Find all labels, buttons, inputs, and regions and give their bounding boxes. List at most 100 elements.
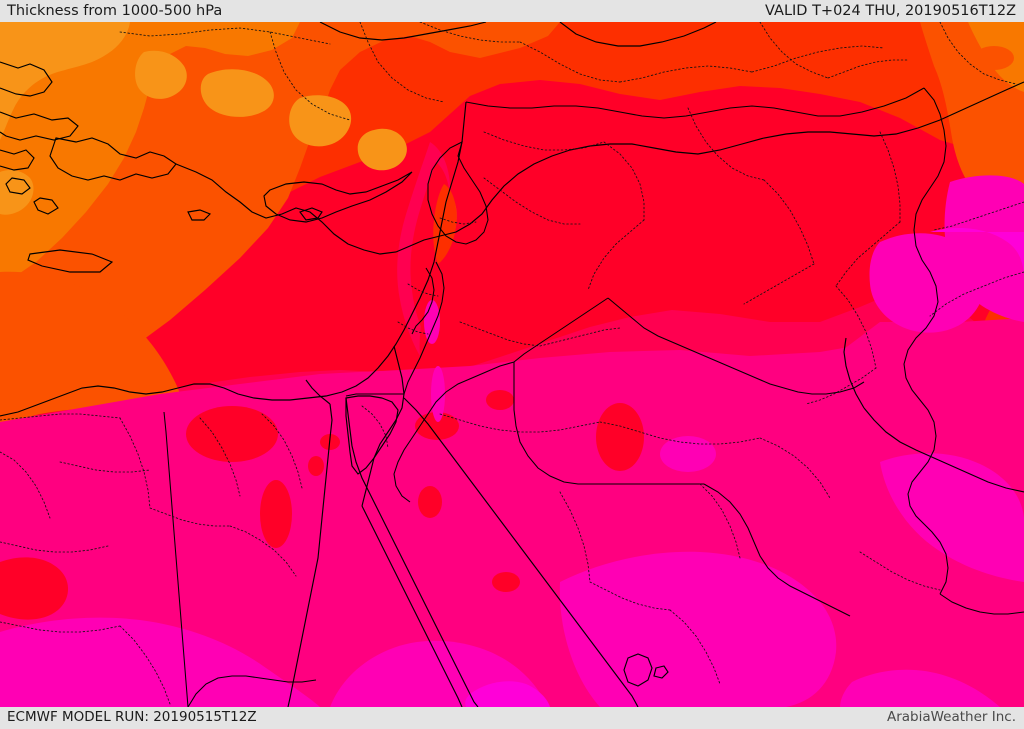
band-violet-magenta-se (930, 228, 1024, 280)
admin-north-coast-a (0, 413, 121, 421)
admin-iraq-a (743, 263, 815, 305)
admin-ne-turkey (759, 22, 829, 79)
coastline-aegean (0, 111, 79, 141)
admin-caucasus (939, 22, 1017, 85)
blob-red-j (492, 572, 520, 592)
border-lebanon-syria (427, 140, 489, 245)
valid-time-label: VALID T+024 THU, 20190516T12Z (765, 2, 1016, 19)
blob-red-b (260, 480, 292, 548)
admin-egypt-h (0, 621, 121, 633)
coastline-arabia-west (403, 397, 639, 707)
admin-saudi-c (759, 437, 831, 499)
admin-turkey-d (419, 22, 521, 43)
coastline-persian-gulf (863, 407, 1024, 493)
border-israel-jordan (403, 261, 445, 395)
coastline-levant (289, 101, 467, 401)
coastline-black-sea-east (559, 22, 717, 47)
admin-saudi-h (859, 551, 941, 591)
island-group-a (5, 177, 31, 195)
coastline-turkey-south (175, 81, 1024, 255)
admin-saudi-a (439, 413, 601, 433)
admin-saudi-d (559, 491, 591, 583)
blob-red-f (415, 412, 459, 440)
admin-iraq-e (805, 367, 877, 405)
island-bahrain-qatar (623, 653, 653, 687)
blob-bright-magenta-c (431, 366, 445, 422)
coastline-greece (0, 61, 53, 97)
border-iraq-iran-south (939, 593, 1024, 615)
island-small-gulf (653, 665, 669, 679)
band-light-orange-c (135, 50, 187, 99)
red-sea-west-coast (361, 505, 463, 707)
border-egypt-libya (163, 411, 189, 707)
border-israel-west-bank (411, 267, 435, 335)
band-bright-magenta-sw (0, 617, 320, 707)
blob-red-h (540, 166, 592, 188)
weather-map-canvas[interactable] (0, 22, 1024, 707)
gulf-of-aqaba (361, 345, 405, 507)
admin-israel-b (397, 321, 429, 335)
border-egypt-israel (345, 393, 404, 397)
blob-red-g (486, 390, 514, 410)
band-orange-lebanon2 (433, 184, 457, 264)
admin-syria-f (763, 179, 815, 265)
band-light-orange-e (289, 95, 352, 147)
admin-egypt-a (119, 417, 151, 509)
admin-sinai-a (361, 405, 389, 449)
coastline-black-sea (319, 22, 487, 41)
admin-iraq-d (835, 285, 877, 369)
band-light-orange-f (357, 128, 407, 171)
border-jordan-iraq-saudi (513, 362, 704, 485)
model-run-label: ECMWF MODEL RUN: 20190515T12Z (7, 709, 257, 726)
admin-iraq-b (879, 131, 901, 223)
island-crete (27, 249, 114, 273)
admin-egypt-i (119, 625, 171, 705)
band-orange (0, 22, 300, 284)
thickness-contour-map (0, 22, 1024, 707)
admin-iraq-g (929, 271, 1024, 317)
border-syria-jordan (513, 297, 609, 363)
coastline-turkey-west (49, 137, 177, 181)
admin-saudi-g (699, 483, 741, 559)
river-nile (287, 403, 333, 707)
persian-gulf-head (843, 337, 865, 409)
admin-syria-b (603, 141, 645, 221)
island-cyprus (263, 171, 413, 223)
admin-egypt-b (149, 507, 231, 527)
cyprus-south-cape (187, 209, 212, 221)
admin-turkey-a (119, 27, 331, 45)
page-title: Thickness from 1000-500 hPa (7, 2, 223, 19)
blob-red-i (596, 403, 644, 471)
footer-bar: ECMWF MODEL RUN: 20190515T12Z ArabiaWeat… (0, 707, 1024, 729)
blob-bright-magenta-a (660, 436, 716, 472)
admin-iraq-c (835, 221, 901, 287)
admin-syria-d (483, 177, 581, 225)
blob-red-d (308, 456, 324, 476)
blob-orange-ne (974, 46, 1014, 70)
band-light-orange-d (200, 69, 274, 117)
admin-turkey-b (269, 31, 351, 121)
band-light-orange-a (0, 22, 130, 140)
border-turkey-iraq-iran (903, 87, 949, 595)
border-saudi-jordan-west (393, 361, 515, 503)
blob-red-e (418, 486, 442, 518)
border-syria-iraq (607, 297, 865, 395)
header-bar: Thickness from 1000-500 hPa VALID T+024 … (0, 0, 1024, 22)
admin-iraq-f (933, 201, 1024, 231)
admin-turkey-g (751, 45, 885, 73)
island-group-b (33, 197, 59, 215)
border-saudi-yemen-oman (703, 483, 851, 617)
cyprus-bay-detail (299, 207, 323, 221)
band-bright-magenta-iraq (869, 233, 984, 333)
admin-syria-c (587, 219, 645, 291)
admin-turkey-c (359, 22, 445, 103)
admin-saudi-f (669, 609, 721, 685)
coastline-egypt-north (0, 383, 290, 417)
gulf-of-suez (345, 397, 479, 707)
admin-egypt-f (59, 461, 151, 473)
admin-syria-a (483, 131, 605, 151)
admin-libya-a (0, 451, 51, 519)
band-bright-magenta-se (559, 551, 837, 707)
band-violet-magenta-s (465, 681, 550, 707)
